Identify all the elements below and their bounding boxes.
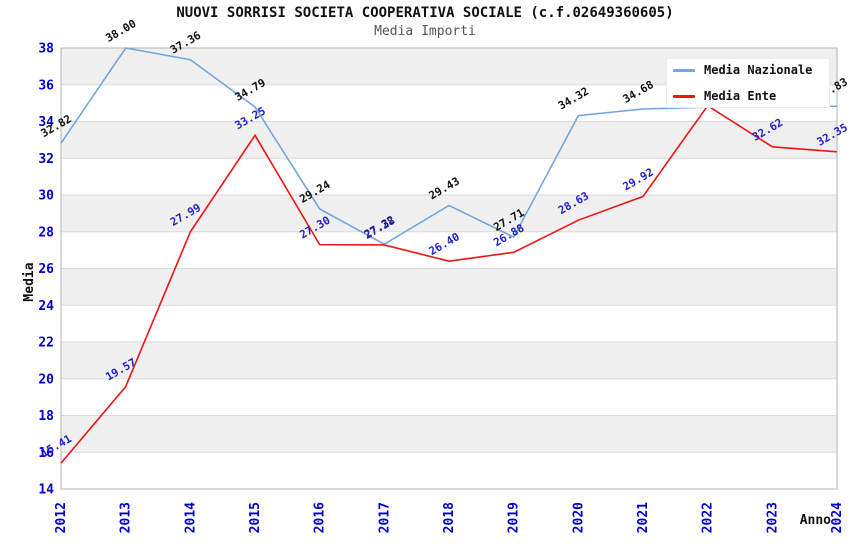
svg-text:2016: 2016: [313, 502, 328, 533]
chart-subtitle: Media Importi: [374, 24, 476, 39]
svg-text:24: 24: [38, 299, 54, 314]
svg-text:2022: 2022: [701, 502, 716, 533]
svg-text:28: 28: [38, 225, 54, 240]
svg-text:22: 22: [38, 336, 54, 351]
grid-lines: [61, 84, 837, 453]
svg-text:2021: 2021: [636, 502, 651, 533]
svg-text:30: 30: [38, 189, 54, 204]
svg-text:29.92: 29.92: [621, 166, 656, 194]
plot-bands: [61, 48, 837, 453]
y-axis-tick-labels: 14 16 18 20 22 24 26 28 30 32 34 36 38: [38, 42, 54, 498]
svg-text:2014: 2014: [183, 502, 198, 533]
svg-text:26.40: 26.40: [427, 230, 462, 258]
x-axis-title: Anno: [800, 513, 831, 528]
chart-title: NUOVI SORRISI SOCIETA COOPERATIVA SOCIAL…: [176, 5, 674, 21]
svg-text:2018: 2018: [442, 502, 457, 533]
svg-text:2012: 2012: [54, 502, 69, 533]
svg-text:38.00: 38.00: [103, 17, 138, 45]
svg-text:16: 16: [38, 446, 54, 461]
legend-item-media-ente: Media Ente: [673, 89, 823, 103]
svg-text:14: 14: [38, 483, 54, 498]
svg-text:20: 20: [38, 372, 54, 387]
svg-text:2023: 2023: [765, 502, 780, 533]
svg-text:32: 32: [38, 152, 54, 167]
x-axis-tick-labels: 2012 2013 2014 2015 2016 2017 2018 2019 2020 2021…: [54, 502, 845, 533]
legend-label: Media Nazionale: [704, 63, 813, 77]
legend-label: Media Ente: [704, 89, 777, 103]
svg-text:2013: 2013: [119, 502, 134, 533]
legend: Media Nazionale Media Ente: [666, 58, 830, 108]
svg-text:2024: 2024: [830, 502, 845, 533]
media-ente-line-swatch: [673, 94, 695, 98]
svg-text:36: 36: [38, 78, 54, 93]
y-axis-title: Media: [22, 262, 37, 301]
plot-border: [60, 47, 838, 490]
svg-text:2019: 2019: [507, 502, 522, 533]
svg-text:2017: 2017: [377, 502, 392, 533]
media-nazionale-line-swatch: [673, 68, 695, 72]
svg-text:34.32: 34.32: [556, 85, 591, 113]
svg-text:26: 26: [38, 262, 54, 277]
svg-text:34: 34: [38, 115, 54, 130]
legend-item-media-nazionale: Media Nazionale: [673, 63, 823, 77]
svg-text:2015: 2015: [248, 502, 263, 533]
svg-text:15.41: 15.41: [39, 432, 75, 460]
svg-text:38: 38: [38, 42, 54, 57]
svg-text:18: 18: [38, 409, 54, 424]
svg-text:2020: 2020: [571, 502, 586, 533]
axis-titles: Media Anno: [22, 262, 831, 528]
